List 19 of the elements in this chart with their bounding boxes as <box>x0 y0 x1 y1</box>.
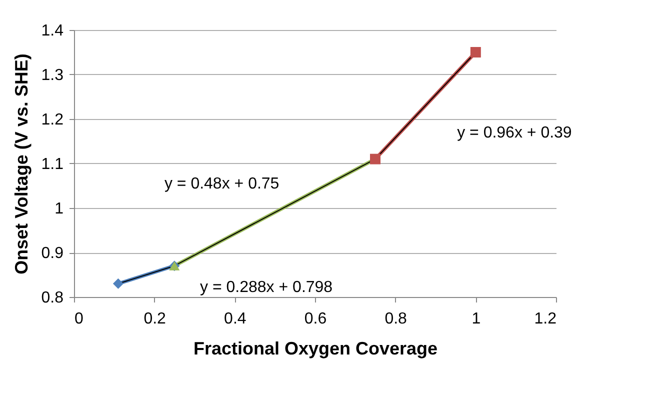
x-axis-title: Fractional Oxygen Coverage <box>193 338 438 358</box>
y-tick-label: 0.9 <box>41 245 64 262</box>
y-tick-label: 1.2 <box>41 112 64 128</box>
y-axis-title: Onset Voltage (V vs. SHE) <box>11 54 32 274</box>
x-tick-label: 0.4 <box>224 310 246 328</box>
x-tick-label: 1.2 <box>534 310 557 328</box>
x-tick-label: 0.6 <box>304 310 327 328</box>
annotation: y = 0.96x + 0.39 <box>457 124 572 142</box>
y-tick-label: 1.1 <box>41 156 64 173</box>
x-tick-label: 0.2 <box>144 310 166 328</box>
y-tick-label: 0.8 <box>41 290 64 306</box>
y-tick-label: 1.4 <box>41 22 64 40</box>
x-tick-label: 0.8 <box>384 310 408 328</box>
x-tick-label: 1 <box>472 310 481 328</box>
y-tick-label: 1.3 <box>41 67 64 84</box>
annotation: y = 0.288x + 0.798 <box>200 278 333 296</box>
annotation: y = 0.48x + 0.75 <box>164 175 280 192</box>
x-tick-label: 0 <box>74 310 84 328</box>
y-tick-label: 1 <box>54 200 64 218</box>
